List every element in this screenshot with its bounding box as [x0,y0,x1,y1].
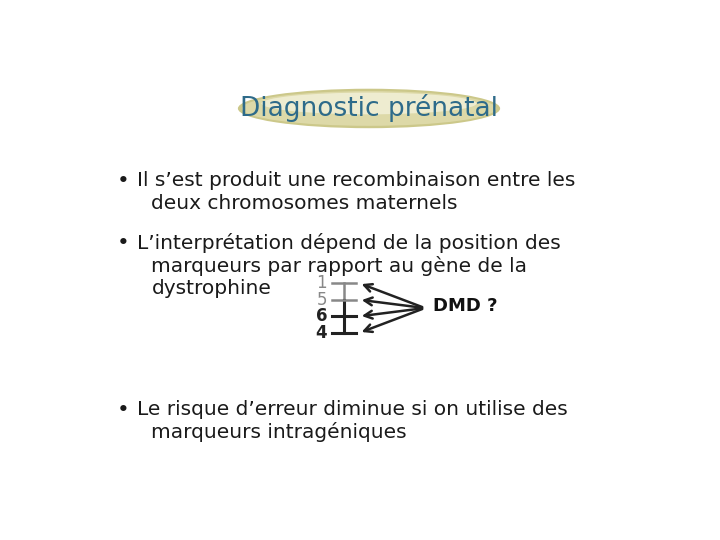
Ellipse shape [238,89,500,128]
Text: deux chromosomes maternels: deux chromosomes maternels [151,194,458,213]
Text: 5: 5 [317,291,327,309]
Text: •: • [117,233,130,253]
Ellipse shape [261,92,477,114]
Text: Il s’est produit une recombinaison entre les: Il s’est produit une recombinaison entre… [138,171,576,190]
Text: L’interprétation dépend de la position des: L’interprétation dépend de la position d… [138,233,561,253]
Text: dystrophine: dystrophine [151,279,271,298]
Text: 6: 6 [315,307,327,326]
Text: Le risque d’erreur diminue si on utilise des: Le risque d’erreur diminue si on utilise… [138,400,568,419]
Text: •: • [117,400,130,420]
Text: 1: 1 [317,274,327,292]
Text: marqueurs par rapport au gène de la: marqueurs par rapport au gène de la [151,256,527,276]
Text: marqueurs intragéniques: marqueurs intragéniques [151,422,407,442]
Ellipse shape [242,91,496,126]
Text: •: • [117,171,130,191]
Text: DMD ?: DMD ? [433,297,498,315]
Text: 4: 4 [315,324,327,342]
Text: Diagnostic prénatal: Diagnostic prénatal [240,94,498,123]
